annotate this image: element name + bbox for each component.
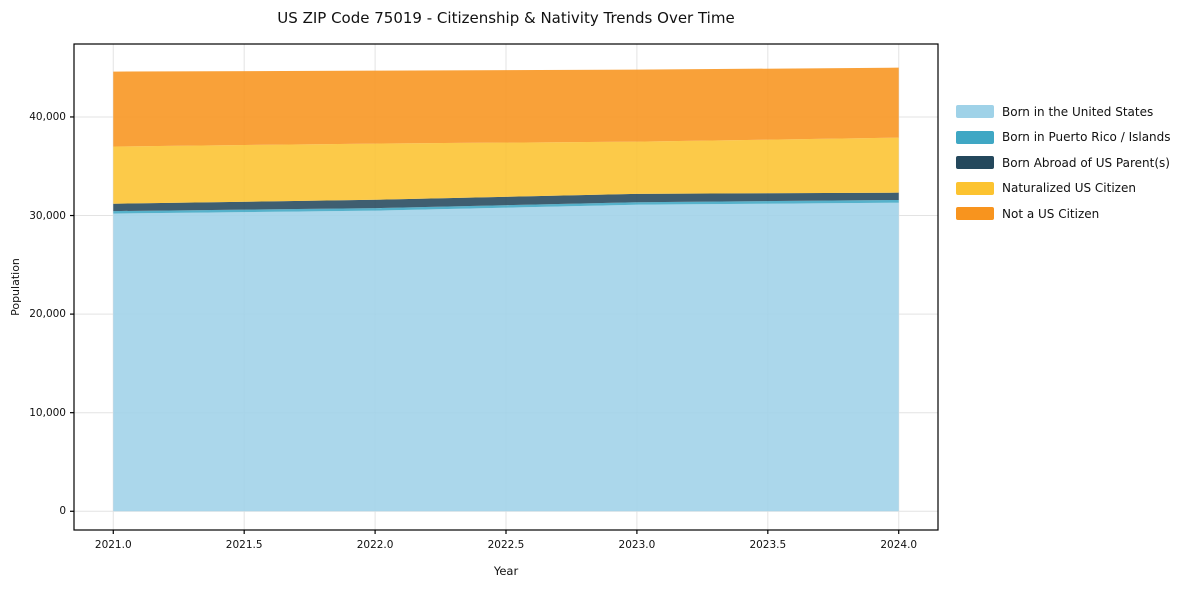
y-tick-label: 40,000 <box>29 110 66 123</box>
legend-swatch-icon <box>956 130 994 144</box>
legend-item: Born in Puerto Rico / Islands <box>956 130 1171 145</box>
y-axis-label: Population <box>9 258 22 316</box>
y-tick-label: 10,000 <box>29 406 66 419</box>
legend-label: Not a US Citizen <box>1002 206 1100 221</box>
legend-label: Born in Puerto Rico / Islands <box>1002 130 1171 145</box>
legend-label: Born Abroad of US Parent(s) <box>1002 155 1170 170</box>
y-tick-label: 0 <box>59 505 66 518</box>
x-tick-label: 2021.5 <box>225 539 263 551</box>
area-series-1 <box>113 199 899 214</box>
y-tick-label: 30,000 <box>29 209 66 222</box>
x-tick-label: 2021.0 <box>94 539 132 551</box>
legend-label: Naturalized US Citizen <box>1002 181 1136 196</box>
legend-swatch-icon <box>956 181 994 195</box>
legend-label: Born in the United States <box>1002 104 1154 119</box>
legend-swatch-icon <box>956 156 994 170</box>
area-series-2 <box>113 192 899 212</box>
y-tick-label: 20,000 <box>29 308 66 321</box>
legend-swatch-icon <box>956 207 994 221</box>
legend-item: Naturalized US Citizen <box>956 181 1171 196</box>
legend: Born in the United States Born in Puerto … <box>956 104 1171 221</box>
area-series-4 <box>113 67 899 147</box>
x-tick-label: 2023.5 <box>749 539 787 551</box>
legend-item: Born Abroad of US Parent(s) <box>956 155 1171 170</box>
legend-swatch-icon <box>956 105 994 118</box>
x-tick-label: 2022.5 <box>487 539 525 551</box>
x-tick-label: 2024.0 <box>880 539 918 551</box>
x-tick-label: 2022.0 <box>356 539 394 551</box>
chart-title: US ZIP Code 75019 - Citizenship & Nativi… <box>277 9 735 27</box>
legend-item: Born in the United States <box>956 104 1171 119</box>
legend-item: Not a US Citizen <box>956 206 1171 221</box>
x-tick-label: 2023.0 <box>618 539 656 551</box>
area-series-0 <box>113 202 899 512</box>
x-axis-label: Year <box>493 564 519 578</box>
area-series-3 <box>113 137 899 204</box>
